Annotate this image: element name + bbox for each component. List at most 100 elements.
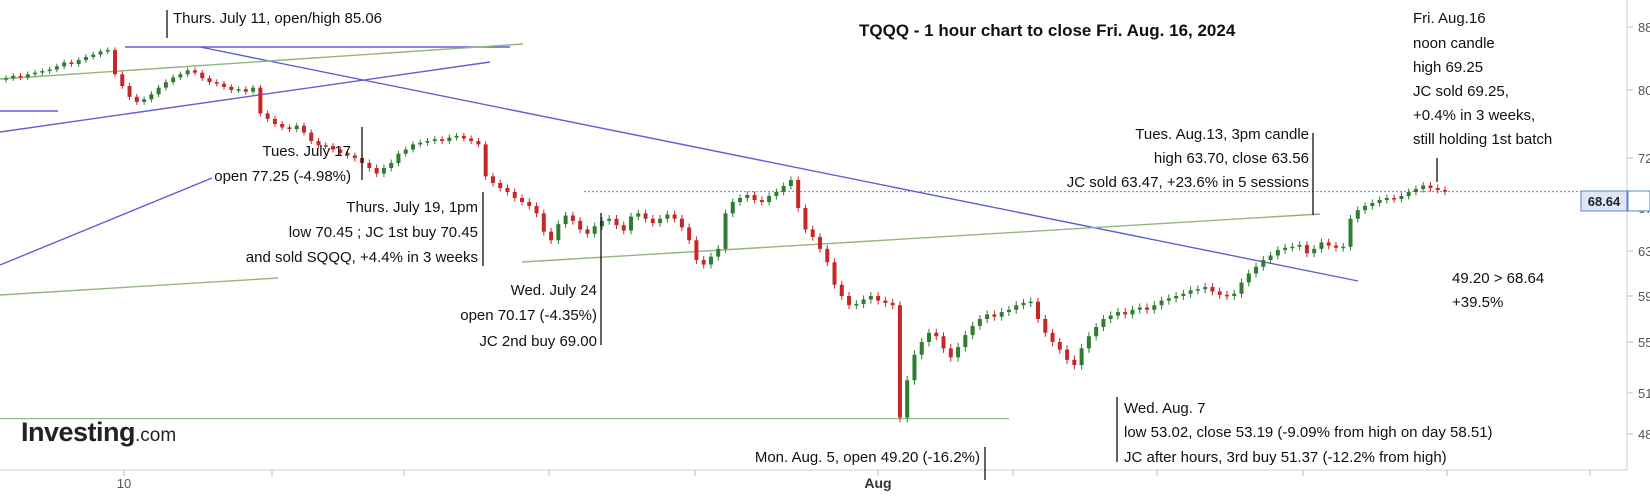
candle	[912, 350, 917, 385]
candle-body	[1319, 242, 1324, 249]
candle-body	[142, 99, 147, 102]
annotation-aug-13-line3: JC sold 63.47, +23.6% in 5 sessions	[1067, 174, 1309, 191]
candle-body	[236, 89, 241, 91]
candle-body	[149, 94, 154, 100]
candle-body	[636, 213, 641, 217]
y-tick-label: 72.00	[1638, 151, 1650, 166]
candle	[490, 172, 495, 187]
candle-body	[1123, 312, 1128, 315]
candle-body	[1297, 244, 1302, 247]
candle	[592, 222, 597, 238]
candle-body	[985, 314, 990, 319]
candle-body	[410, 144, 415, 150]
candle	[738, 194, 743, 206]
candle	[134, 93, 139, 105]
candle-body	[352, 155, 357, 158]
candle-body	[1079, 348, 1084, 366]
candle-body	[272, 118, 277, 124]
candle	[541, 209, 546, 236]
candle	[1355, 206, 1360, 223]
candle-body	[694, 240, 699, 260]
annotation-aug-16-line5: +0.4% in 3 weeks,	[1413, 107, 1535, 124]
candle	[767, 192, 772, 206]
annotation-aug-16-line3: high 69.25	[1413, 59, 1483, 76]
annotation-july-19-line2: low 70.45 ; JC 1st buy 70.45	[289, 224, 478, 241]
candle	[963, 331, 968, 352]
candle-body	[926, 332, 931, 342]
candle	[825, 245, 830, 267]
candle-body	[316, 141, 321, 146]
candle-body	[229, 86, 234, 90]
candle-body	[956, 347, 961, 358]
candle-body	[665, 214, 670, 219]
candle	[1043, 314, 1048, 337]
candle-body	[1406, 192, 1411, 196]
annotation-aug-16-line6: still holding 1st batch	[1413, 131, 1552, 148]
candle-body	[243, 89, 248, 92]
candle	[774, 188, 779, 200]
candle-body	[389, 163, 394, 168]
y-tick-label: 63.00	[1638, 244, 1650, 259]
candle-body	[541, 213, 546, 232]
candle-body	[992, 314, 997, 317]
candle-body	[1036, 301, 1041, 319]
candle	[897, 301, 902, 423]
candle	[1159, 296, 1164, 310]
candle-body	[331, 146, 336, 150]
candle	[803, 204, 808, 234]
candle-body	[658, 218, 663, 224]
candle-body	[1195, 289, 1200, 291]
candle	[142, 96, 147, 105]
annotations: Thurs. July 11, open/high 85.06 Tues. Ju…	[173, 10, 1552, 466]
candle	[730, 198, 735, 218]
candle	[854, 300, 859, 310]
candle	[1246, 269, 1251, 287]
candle	[105, 47, 110, 55]
candle-body	[40, 71, 45, 73]
candle	[549, 227, 554, 245]
candle-body	[1268, 255, 1273, 260]
candle-body	[91, 54, 96, 57]
candle-body	[614, 218, 619, 226]
candle-body	[440, 139, 445, 141]
candle-body	[556, 224, 561, 241]
candle	[323, 142, 328, 150]
candle-body	[1421, 185, 1426, 189]
candle	[796, 176, 801, 212]
candle-body	[592, 226, 597, 234]
candle	[650, 214, 655, 227]
candle-body	[796, 180, 801, 208]
candle	[1050, 328, 1055, 347]
candle-body	[1326, 242, 1331, 246]
candle	[33, 69, 38, 78]
candle-body	[265, 113, 270, 119]
candle-body	[868, 296, 873, 300]
candle-body	[345, 152, 350, 156]
candle-body	[759, 200, 764, 202]
candle	[1377, 196, 1382, 207]
candle-body	[1254, 266, 1259, 274]
candle	[1006, 305, 1011, 317]
candle-body	[1275, 249, 1280, 256]
candle	[817, 233, 822, 253]
candle	[69, 59, 74, 67]
candle	[658, 214, 663, 227]
candle	[1413, 185, 1418, 196]
candle-body	[1392, 198, 1397, 200]
candle-body	[432, 139, 437, 141]
candle-body	[76, 60, 81, 65]
candle-body	[767, 196, 772, 202]
annotation-july-24-line3: JC 2nd buy 69.00	[479, 333, 597, 350]
candle-body	[876, 296, 881, 301]
candle	[1210, 283, 1215, 296]
candle	[1239, 278, 1244, 298]
candle-body	[1006, 309, 1011, 313]
x-tick-label: Aug	[864, 475, 891, 491]
candle-body	[897, 305, 902, 418]
annotation-pointers	[166, 10, 1438, 480]
annotation-july-24-line1: Wed. July 24	[511, 282, 597, 299]
trendlines	[0, 43, 1359, 296]
candle-body	[505, 188, 510, 192]
annotation-aug-7-line2: low 53.02, close 53.19 (-9.09% from high…	[1124, 424, 1493, 441]
